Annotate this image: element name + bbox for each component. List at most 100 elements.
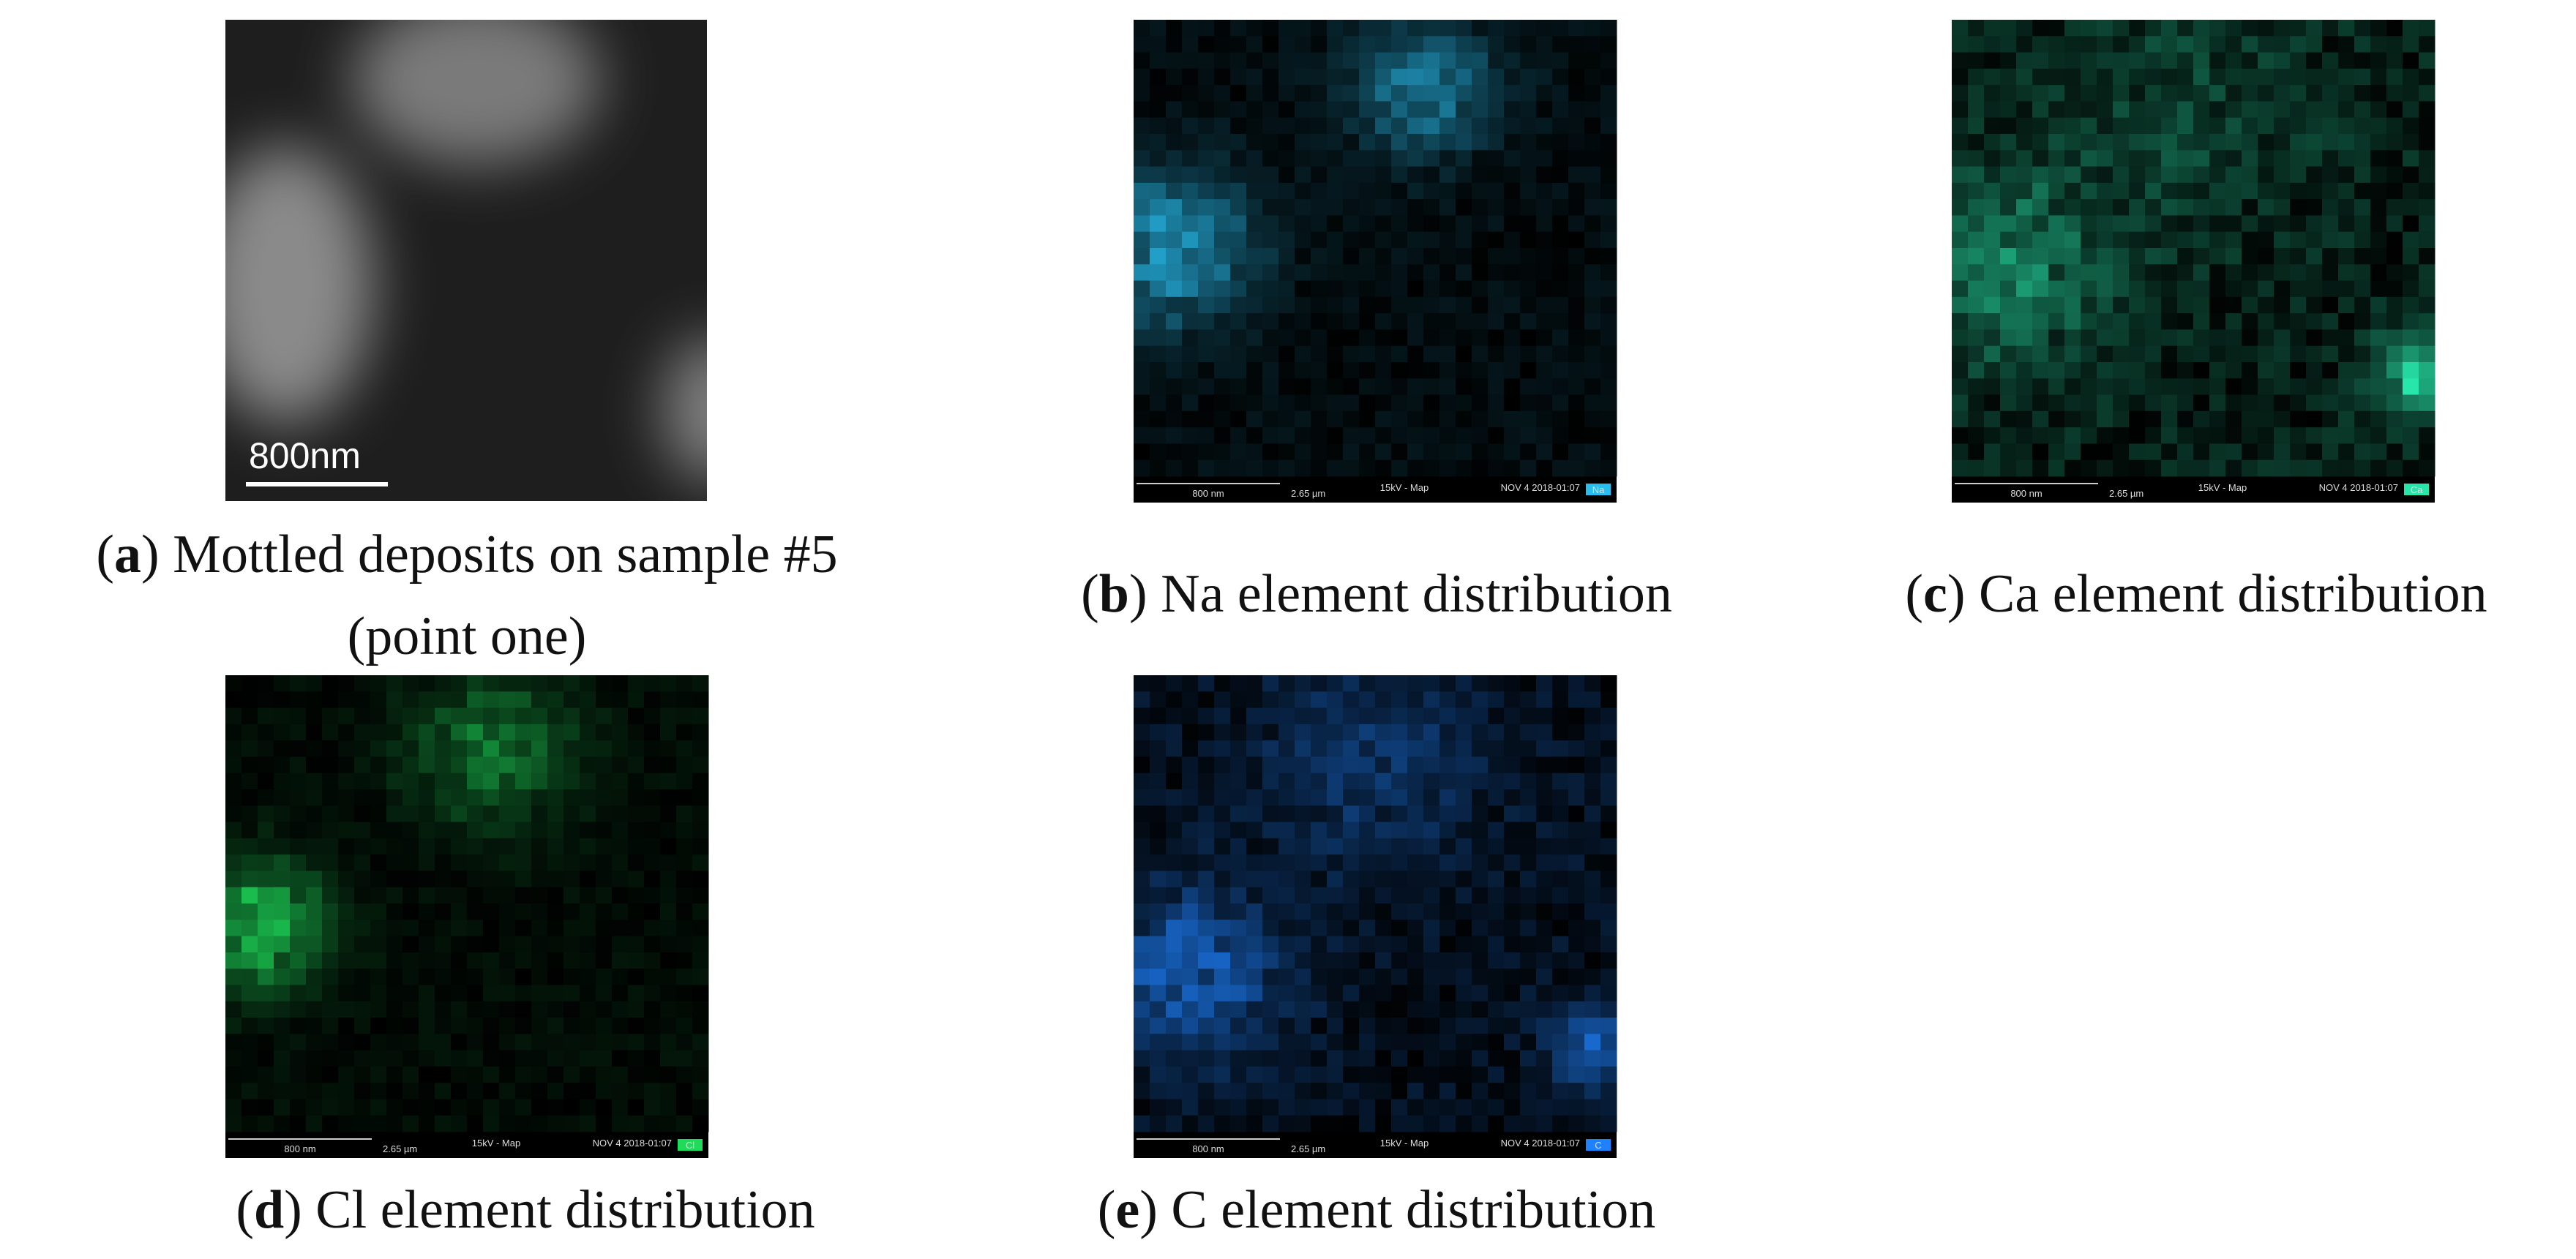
map-pixel — [1295, 52, 1311, 69]
map-pixel — [386, 838, 403, 855]
map-pixel — [628, 1018, 645, 1034]
map-pixel — [1150, 969, 1167, 985]
map-pixel — [2193, 280, 2210, 298]
map-pixel — [258, 1115, 274, 1132]
map-pixel — [2403, 231, 2419, 249]
map-pixel — [1182, 756, 1199, 774]
map-pixel — [1230, 52, 1247, 69]
map-pixel — [1439, 199, 1456, 216]
map-pixel — [564, 1018, 580, 1034]
map-pixel — [435, 707, 452, 725]
map-pixel — [2064, 68, 2081, 86]
map-pixel — [1278, 313, 1295, 330]
map-pixel — [564, 1115, 580, 1132]
map-pixel — [596, 707, 613, 725]
map-pixel — [692, 805, 709, 823]
map-pixel — [499, 854, 516, 871]
map-pixel — [225, 724, 242, 741]
map-pixel — [1134, 724, 1150, 741]
map-pixel — [1262, 1001, 1279, 1018]
map-pixel — [1375, 378, 1392, 396]
map-pixel — [1968, 150, 1985, 168]
map-pixel — [2209, 68, 2226, 86]
map-pixel — [1407, 805, 1424, 823]
map-pixel — [467, 1099, 484, 1116]
map-pixel — [1984, 134, 2001, 151]
map-pixel — [2354, 329, 2371, 347]
map-pixel — [1166, 313, 1183, 330]
map-pixel — [1984, 410, 2001, 428]
map-pixel — [1134, 1050, 1150, 1067]
map-pixel — [644, 903, 661, 920]
map-pixel — [692, 675, 709, 692]
map-pixel — [2290, 427, 2307, 444]
map-pixel — [1246, 789, 1263, 806]
map-pixel — [1295, 756, 1311, 774]
map-pixel — [1552, 740, 1569, 757]
map-pixel — [660, 936, 677, 953]
map-pixel — [692, 1083, 709, 1100]
map-pixel — [1423, 805, 1440, 823]
map-pixel — [612, 707, 629, 725]
map-pixel — [1536, 1001, 1553, 1018]
map-pixel — [628, 1001, 645, 1018]
map-pixel — [419, 691, 435, 709]
map-pixel — [2081, 166, 2097, 184]
map-pixel — [499, 740, 516, 757]
map-pixel — [1472, 394, 1489, 412]
map-pixel — [2354, 231, 2371, 249]
map-pixel — [419, 724, 435, 741]
map-pixel — [2274, 280, 2291, 298]
map-pixel — [1134, 117, 1150, 135]
map-pixel — [1311, 1115, 1328, 1132]
map-pixel — [1536, 920, 1553, 937]
map-pixel — [1439, 838, 1456, 855]
map-pixel — [2403, 52, 2419, 69]
map-pixel — [225, 920, 242, 937]
map-pixel — [1359, 1099, 1376, 1116]
map-pixel — [580, 838, 596, 855]
map-pixel — [2177, 345, 2194, 363]
map-pixel — [1327, 85, 1344, 102]
map-pixel — [1198, 1001, 1215, 1018]
map-pixel — [2161, 378, 2178, 396]
map-pixel — [1391, 675, 1408, 692]
map-pixel — [1391, 280, 1408, 298]
map-pixel — [1568, 362, 1585, 379]
map-pixel — [1968, 85, 1985, 102]
map-pixel — [1327, 231, 1344, 249]
map-pixel — [1246, 1001, 1263, 1018]
map-pixel — [1295, 378, 1311, 396]
map-pixel — [1311, 707, 1328, 725]
map-pixel — [306, 887, 323, 904]
map-pixel — [242, 985, 258, 1002]
map-pixel — [2081, 20, 2097, 37]
map-pixel — [2419, 248, 2435, 265]
map-pixel — [2097, 20, 2113, 37]
map-pixel — [2097, 313, 2113, 330]
map-pixel — [338, 887, 355, 904]
map-pixel — [1262, 166, 1279, 184]
map-pixel — [1166, 822, 1183, 839]
map-pixel — [580, 1034, 596, 1051]
map-pixel — [2242, 378, 2258, 396]
map-pixel — [1456, 756, 1472, 774]
map-pixel — [1439, 150, 1456, 168]
map-pixel — [1407, 362, 1424, 379]
map-pixel — [1134, 313, 1150, 330]
map-pixel — [1456, 117, 1472, 135]
map-pixel — [2064, 394, 2081, 412]
map-pixel — [1246, 248, 1263, 265]
map-pixel — [338, 1115, 355, 1132]
map-pixel — [2032, 199, 2049, 216]
map-pixel — [1182, 264, 1199, 282]
map-pixel — [1520, 378, 1537, 396]
map-pixel — [225, 707, 242, 725]
map-pixel — [1262, 773, 1279, 790]
map-pixel — [499, 1066, 516, 1083]
map-pixel — [2386, 68, 2403, 86]
map-pixel — [338, 756, 355, 774]
map-pixel — [1472, 724, 1489, 741]
map-pixel — [1552, 134, 1569, 151]
map-pixel — [2064, 410, 2081, 428]
